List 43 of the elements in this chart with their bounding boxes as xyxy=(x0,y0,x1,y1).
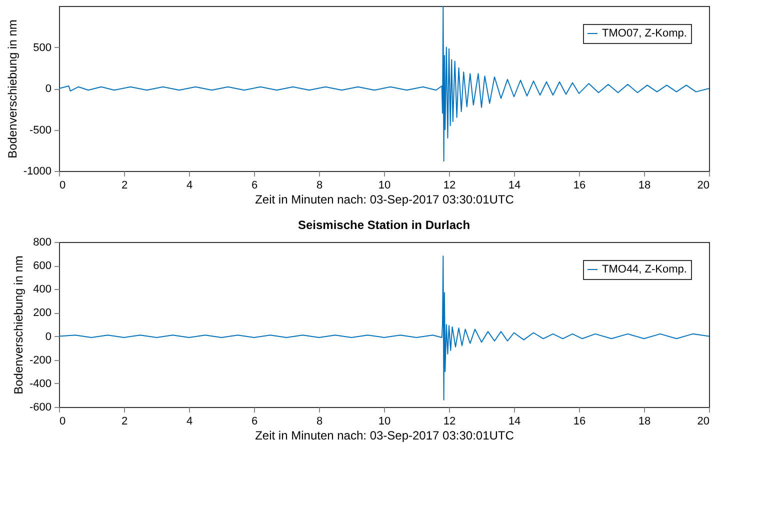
x-tick-label: 4 xyxy=(186,416,193,428)
y-tick-label: -400 xyxy=(29,378,52,390)
y-tick-label: -500 xyxy=(29,124,52,136)
y-tick-label: 400 xyxy=(33,284,52,296)
y-tick-label: 200 xyxy=(33,307,52,320)
x-tick-label: 0 xyxy=(60,180,66,192)
x-tick-label: 4 xyxy=(186,180,193,192)
x-tick-label: 12 xyxy=(443,180,456,192)
x-tick-label: 20 xyxy=(697,180,710,192)
chart-title: Seismische Station in Durlach xyxy=(298,218,470,232)
legend-label: TMO07, Z-Komp. xyxy=(602,28,687,40)
x-tick-label: 6 xyxy=(251,416,258,428)
y-tick-label: 0 xyxy=(45,83,52,95)
x-tick-label: 10 xyxy=(378,180,391,192)
x-tick-label: 2 xyxy=(121,416,128,428)
x-tick-label: 18 xyxy=(638,416,651,428)
x-tick-label: 0 xyxy=(60,416,66,428)
x-tick-label: 12 xyxy=(443,416,456,428)
y-tick-label: 800 xyxy=(33,236,52,248)
y-axis-title: Bodenverschiebung in nm xyxy=(11,256,26,394)
x-tick-label: 18 xyxy=(638,180,651,192)
y-tick-label: -1000 xyxy=(23,166,52,178)
y-tick-label: -200 xyxy=(29,354,52,366)
x-tick-label: 20 xyxy=(697,416,710,428)
legend-label: TMO44, Z-Komp. xyxy=(602,264,687,276)
line-series xyxy=(59,6,709,162)
x-tick-label: 14 xyxy=(508,416,521,428)
y-axis-title: Bodenverschiebung in nm xyxy=(5,20,20,158)
x-tick-label: 16 xyxy=(573,416,586,428)
y-tick-label: 600 xyxy=(33,260,52,272)
line-series xyxy=(59,256,709,400)
y-tick-label: -600 xyxy=(29,402,52,414)
x-tick-label: 14 xyxy=(508,180,521,192)
x-tick-label: 16 xyxy=(573,180,586,192)
x-tick-label: 2 xyxy=(121,180,128,192)
y-tick-label: 500 xyxy=(33,42,52,54)
x-axis-title: Zeit in Minuten nach: 03-Sep-2017 03:30:01UTC xyxy=(255,428,514,442)
x-tick-label: 8 xyxy=(316,416,323,428)
x-tick-label: 10 xyxy=(378,416,391,428)
x-tick-label: 8 xyxy=(316,180,323,192)
x-axis-title: Zeit in Minuten nach: 03-Sep-2017 03:30:01UTC xyxy=(255,192,514,206)
y-tick-label: 0 xyxy=(45,330,52,343)
x-tick-label: 6 xyxy=(251,180,258,192)
